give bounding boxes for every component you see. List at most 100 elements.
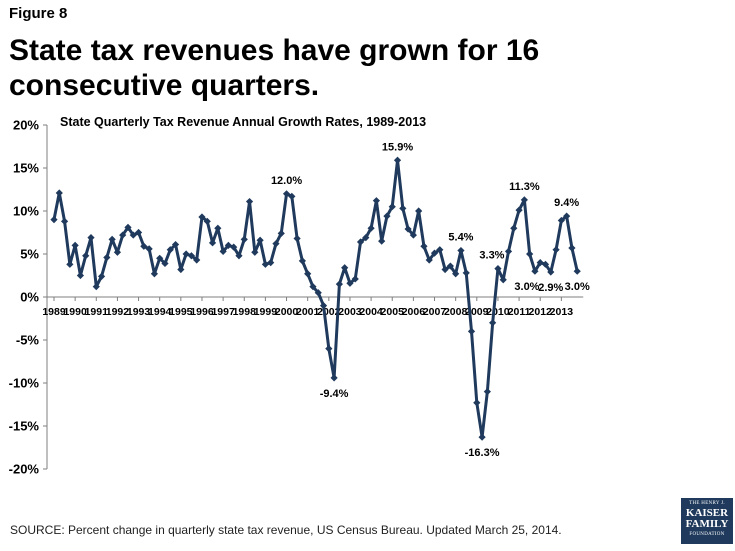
x-tick-label: 2010: [486, 306, 510, 318]
data-point: [203, 217, 211, 225]
x-tick-label: 1998: [233, 306, 257, 318]
data-point: [478, 433, 486, 441]
x-tick-label: 1990: [63, 306, 87, 318]
data-point: [341, 264, 349, 272]
data-point: [457, 246, 465, 255]
data-point: [536, 259, 544, 267]
data-point: [393, 156, 402, 164]
x-tick-label: 2007: [423, 306, 447, 318]
data-point: [568, 244, 576, 252]
data-point: [547, 268, 555, 276]
data-point: [420, 242, 428, 250]
x-tick-label: 2001: [296, 306, 320, 318]
data-point: [230, 243, 238, 251]
data-point: [415, 207, 423, 215]
data-point: [50, 216, 58, 224]
data-point: [499, 276, 507, 284]
data-point: [55, 189, 63, 197]
data-point: [156, 254, 164, 262]
data-point: [134, 228, 143, 237]
page-title: State tax revenues have grown for 16 con…: [9, 34, 540, 102]
data-point: [557, 216, 565, 225]
x-tick-label: 2008: [444, 306, 468, 318]
x-tick-label: 1999: [254, 306, 278, 318]
data-point: [483, 388, 491, 396]
data-label: -9.4%: [320, 388, 349, 400]
data-point: [161, 259, 169, 268]
data-point: [277, 229, 285, 237]
data-point: [103, 253, 111, 262]
x-tick-label: 1994: [148, 306, 172, 318]
data-point: [467, 327, 476, 335]
data-point: [82, 252, 90, 260]
data-point: [430, 249, 439, 257]
logo-line-2: KAISER: [685, 507, 729, 519]
data-label: 11.3%: [509, 181, 540, 193]
data-label: 3.0%: [565, 281, 590, 293]
figure-label: Figure 8: [9, 5, 68, 22]
data-point: [526, 250, 534, 258]
data-point: [452, 270, 460, 278]
data-point: [409, 231, 417, 239]
data-point: [325, 345, 333, 353]
data-labels: 12.0% -9.4% 15.9% 5.4% -16.3% 3.3% 11.3% 3.0%2.…: [271, 141, 590, 459]
data-point: [309, 283, 317, 291]
y-tick-label: -5%: [16, 333, 40, 348]
x-axis: 1989199019911992199319941995199619971998…: [42, 296, 584, 318]
data-point: [473, 399, 481, 407]
data-point: [515, 206, 523, 214]
data-label: 12.0%: [271, 175, 302, 187]
data-point: [187, 252, 196, 260]
data-point: [214, 224, 222, 232]
data-point: [573, 267, 581, 275]
data-point: [140, 242, 148, 250]
data-point: [166, 246, 174, 254]
y-tick-label: 20%: [13, 118, 39, 133]
data-point: [351, 275, 359, 283]
y-tick-label: 15%: [13, 161, 39, 176]
data-point: [330, 374, 338, 382]
x-tick-label: 2012: [529, 306, 553, 318]
data-label: -16.3%: [465, 447, 500, 459]
y-tick-label: 5%: [20, 247, 39, 262]
data-point: [282, 190, 291, 198]
data-point: [489, 319, 497, 327]
logo-line-3: FAMILY: [685, 518, 729, 530]
data-point: [531, 267, 539, 275]
x-tick-label: 2003: [338, 306, 362, 318]
data-point: [108, 235, 116, 243]
series-group: [50, 156, 581, 441]
data-point: [314, 289, 322, 297]
data-point: [219, 247, 227, 256]
y-tick-label: 10%: [13, 204, 39, 219]
x-tick-label: 2011: [508, 306, 531, 318]
data-point: [129, 231, 137, 239]
data-point: [552, 246, 560, 254]
data-point: [60, 217, 69, 225]
x-tick-label: 1995: [169, 306, 193, 318]
data-point: [267, 259, 275, 267]
x-tick-label: 2006: [402, 306, 426, 318]
data-point: [293, 234, 301, 243]
data-point: [446, 262, 454, 270]
x-tick-label: 2013: [550, 306, 574, 318]
data-point: [251, 248, 259, 256]
data-point: [66, 260, 74, 268]
data-point: [113, 248, 122, 256]
x-tick-label: 1996: [190, 306, 214, 318]
data-point: [372, 197, 380, 205]
data-point: [356, 238, 365, 246]
data-point: [177, 265, 185, 274]
data-label: 2.9%: [538, 282, 563, 294]
data-label: 5.4%: [448, 232, 473, 244]
data-point: [124, 223, 132, 231]
x-tick-label: 1992: [106, 306, 130, 318]
data-label: 3.3%: [479, 250, 504, 262]
data-point: [171, 240, 180, 249]
x-tick-label: 2004: [359, 306, 383, 318]
data-point: [378, 237, 386, 245]
data-point: [150, 270, 159, 278]
data-point: [563, 212, 571, 220]
data-point: [304, 270, 312, 278]
series-line: [52, 158, 579, 439]
